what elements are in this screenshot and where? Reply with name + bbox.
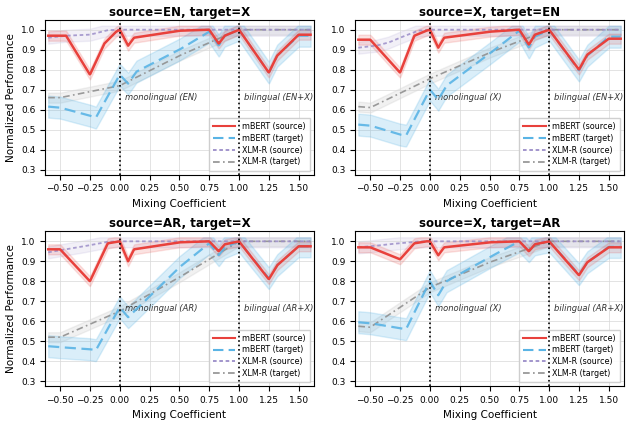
Title: source=AR, target=X: source=AR, target=X [109,217,250,230]
Legend: mBERT (source), mBERT (target), XLM-R (source), XLM-R (target): mBERT (source), mBERT (target), XLM-R (s… [209,118,310,170]
Text: bilingual (EN+X): bilingual (EN+X) [554,92,623,102]
Y-axis label: Normalized Performance: Normalized Performance [6,245,15,373]
Text: monolingual (X): monolingual (X) [435,92,501,102]
Title: source=X, target=EN: source=X, target=EN [419,6,560,19]
Y-axis label: Normalized Performance: Normalized Performance [6,33,15,161]
Text: monolingual (X): monolingual (X) [435,304,501,313]
X-axis label: Mixing Coefficient: Mixing Coefficient [442,410,536,420]
Legend: mBERT (source), mBERT (target), XLM-R (source), XLM-R (target): mBERT (source), mBERT (target), XLM-R (s… [209,330,310,382]
Text: bilingual (EN+X): bilingual (EN+X) [244,92,313,102]
Text: monolingual (EN): monolingual (EN) [125,92,197,102]
Legend: mBERT (source), mBERT (target), XLM-R (source), XLM-R (target): mBERT (source), mBERT (target), XLM-R (s… [519,330,620,382]
Legend: mBERT (source), mBERT (target), XLM-R (source), XLM-R (target): mBERT (source), mBERT (target), XLM-R (s… [519,118,620,170]
Title: source=EN, target=X: source=EN, target=X [109,6,250,19]
Text: bilingual (AR+X): bilingual (AR+X) [244,304,313,313]
X-axis label: Mixing Coefficient: Mixing Coefficient [442,199,536,209]
X-axis label: Mixing Coefficient: Mixing Coefficient [132,199,227,209]
X-axis label: Mixing Coefficient: Mixing Coefficient [132,410,227,420]
Text: monolingual (AR): monolingual (AR) [125,304,197,313]
Text: bilingual (AR+X): bilingual (AR+X) [554,304,623,313]
Title: source=X, target=AR: source=X, target=AR [419,217,560,230]
